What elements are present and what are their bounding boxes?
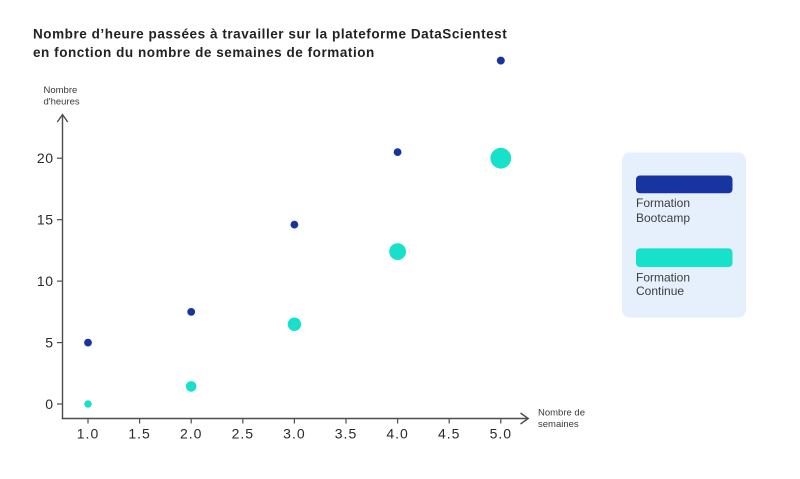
svg-text:2.5: 2.5 (232, 426, 254, 442)
svg-text:semaines: semaines (538, 419, 579, 430)
svg-text:Nombre de: Nombre de (538, 408, 585, 419)
svg-text:4.0: 4.0 (386, 426, 408, 442)
svg-text:10: 10 (37, 273, 54, 289)
svg-text:Bootcamp: Bootcamp (636, 211, 690, 225)
svg-text:4.5: 4.5 (438, 426, 460, 442)
svg-text:Continue: Continue (636, 284, 684, 298)
svg-text:Formation: Formation (636, 271, 690, 285)
svg-text:15: 15 (37, 212, 54, 228)
svg-text:0: 0 (45, 396, 53, 412)
svg-text:1.5: 1.5 (128, 426, 150, 442)
svg-text:Nombre d’heure passées à trava: Nombre d’heure passées à travailler sur … (33, 26, 507, 41)
svg-text:2.0: 2.0 (180, 426, 202, 442)
svg-text:5.0: 5.0 (490, 426, 512, 442)
svg-text:d'heures: d'heures (44, 97, 80, 108)
svg-text:3.0: 3.0 (283, 426, 305, 442)
svg-text:Formation: Formation (636, 196, 690, 210)
svg-text:en fonction du nombre de semai: en fonction du nombre de semaines de for… (33, 45, 375, 60)
svg-text:5: 5 (45, 334, 53, 350)
svg-text:1.0: 1.0 (77, 426, 99, 442)
svg-text:20: 20 (37, 150, 54, 166)
svg-text:Nombre: Nombre (44, 85, 78, 96)
svg-text:3.5: 3.5 (335, 426, 357, 442)
